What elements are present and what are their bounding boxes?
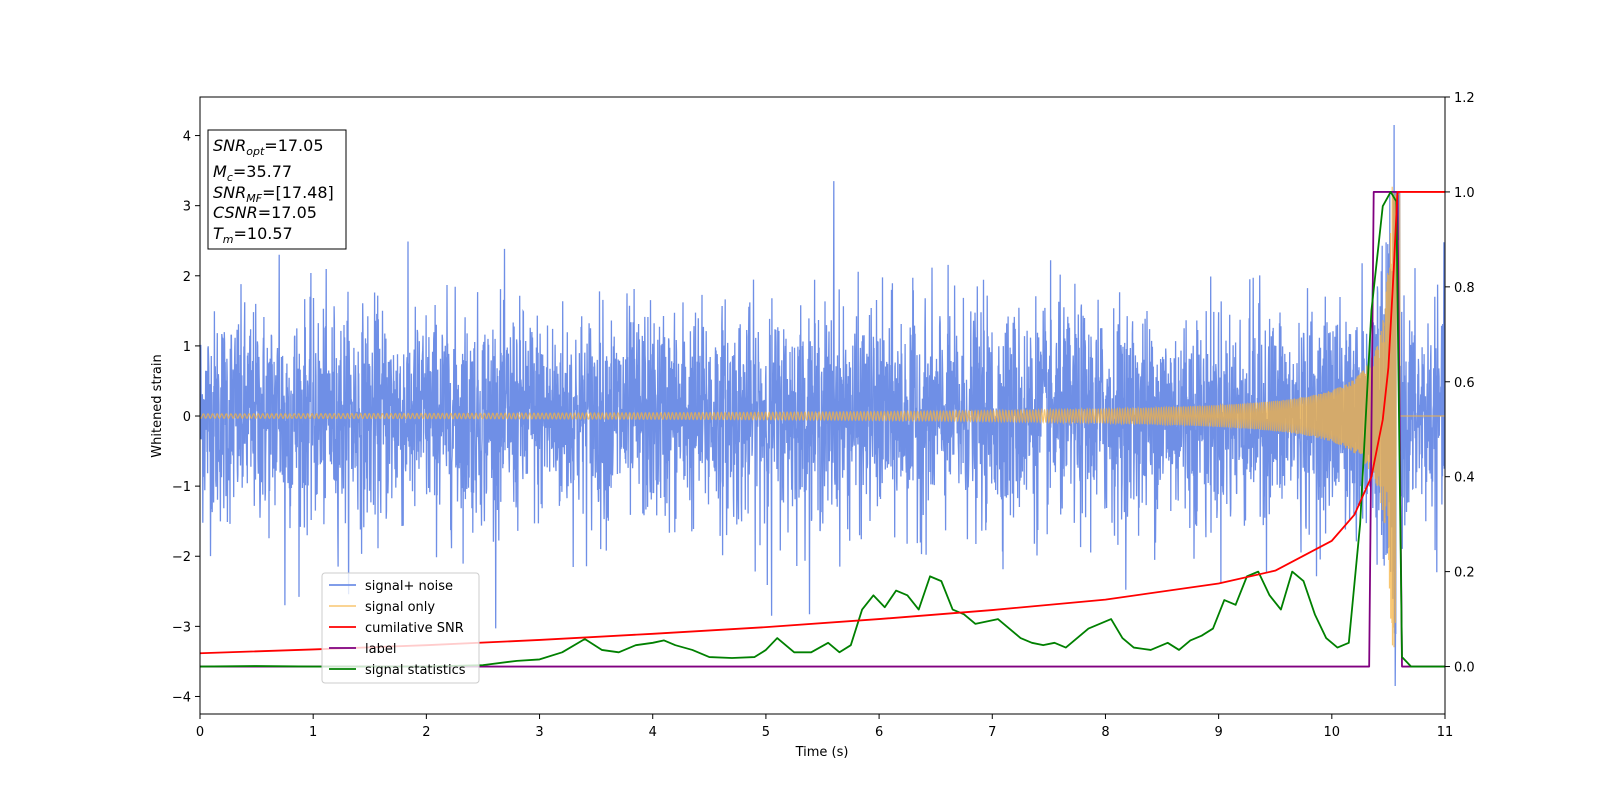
plot-frame (199, 96, 1446, 715)
y-tick-label-right: 0.4 (1454, 471, 1475, 486)
x-tick-label: 11 (1437, 725, 1454, 740)
y-tick-label-left: 2 (183, 270, 191, 285)
y-axis-left: 4 3 2 1 0 −1 −2 −3 −4 (172, 130, 200, 705)
annotation-box: SNRopt=17.05 Mc=35.77SNRMF=[17.48]CSNR=17… (207, 129, 347, 250)
y-tick-label-right: 0.6 (1454, 376, 1475, 391)
legend: signal+ noise signal only cumilative SNR la… (321, 572, 480, 684)
y-tick-label-left: 3 (183, 200, 191, 215)
y-tick-label-left: 4 (183, 130, 191, 145)
x-tick-label: 5 (762, 725, 770, 740)
annotation-line: SNRMF=[17.48] (213, 183, 334, 205)
series-cumulative-snr (200, 191, 1445, 655)
x-tick-label: 6 (875, 725, 883, 740)
x-axis-label: Time (s) (795, 745, 849, 760)
y-tick-label-right: 0.8 (1454, 281, 1475, 296)
x-tick-label: 2 (422, 725, 430, 740)
y-axis-label: Whitened strain (150, 354, 165, 457)
y-tick-label-left: −3 (172, 620, 191, 635)
legend-item: signal only (365, 600, 435, 615)
series-label (200, 191, 1445, 668)
y-tick-label-left: 1 (183, 340, 191, 355)
annotation-line: Mc=35.77 (213, 162, 292, 184)
series-layer (200, 124, 1445, 687)
series-signal-statistics (200, 191, 1445, 668)
y-tick-label-left: −4 (172, 690, 191, 705)
y-tick-label-left: −1 (172, 480, 191, 495)
annotation-line: Tm=10.57 (213, 224, 293, 246)
x-tick-label: 1 (309, 725, 317, 740)
x-tick-label: 3 (535, 725, 543, 740)
x-tick-label: 0 (196, 725, 204, 740)
annotation-line: SNRopt=17.05 (213, 136, 324, 158)
y-tick-label-right: 0.2 (1454, 566, 1475, 581)
y-tick-label-right: 1.2 (1454, 91, 1475, 106)
legend-item: label (365, 642, 396, 657)
annotation-frame (207, 129, 347, 250)
annotation-line: CSNR=17.05 (213, 203, 317, 222)
y-tick-label-left: 0 (183, 410, 191, 425)
x-axis: 0 1 2 3 4 5 6 7 8 9 10 11 (196, 714, 1453, 740)
y-tick-label-right: 1.0 (1454, 186, 1475, 201)
x-tick-label: 10 (1324, 725, 1341, 740)
y-tick-label-right: 0.0 (1454, 661, 1475, 676)
x-tick-label: 8 (1101, 725, 1109, 740)
x-tick-label: 9 (1214, 725, 1222, 740)
x-tick-label: 7 (988, 725, 996, 740)
y-tick-label-left: −2 (172, 550, 191, 565)
series-signal-only (200, 186, 1445, 648)
legend-item: signal+ noise (365, 579, 453, 594)
x-tick-label: 4 (649, 725, 657, 740)
legend-frame (321, 572, 480, 684)
y-axis-right: 1.2 1.0 0.8 0.6 0.4 0.2 0.0 (1445, 91, 1475, 676)
legend-item: cumilative SNR (365, 621, 464, 636)
legend-item: signal statistics (365, 663, 466, 678)
